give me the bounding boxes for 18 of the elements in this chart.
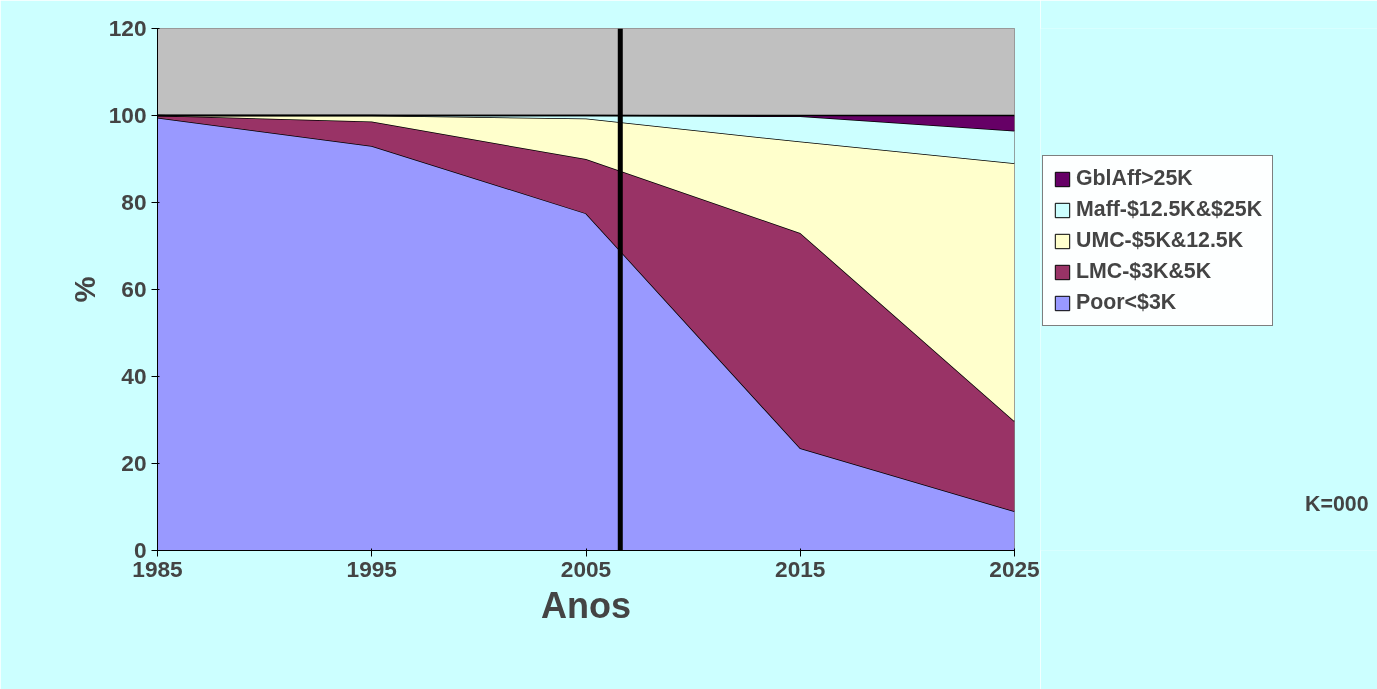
x-tick-label: 2025 <box>989 555 1040 582</box>
x-axis-title: Anos <box>541 584 631 626</box>
legend-label: GblAff>25K <box>1076 166 1193 191</box>
text: K=000 <box>1305 491 1369 516</box>
y-tick-label: 100 <box>108 102 147 128</box>
x-tick-label: 1995 <box>346 555 397 582</box>
legend-label: LMC-$3K&5K <box>1076 259 1212 284</box>
y-axis-title: % <box>67 276 101 303</box>
x-tick-label: 2005 <box>560 555 612 582</box>
y-tick-label: 20 <box>121 450 147 476</box>
y-tick-label: 120 <box>108 15 147 41</box>
y-tick-label: 80 <box>121 189 147 215</box>
y-tick-label: 60 <box>121 276 147 302</box>
legend-label: Maff-$12.5K&$25K <box>1076 197 1263 222</box>
x-tick-label: 2015 <box>775 555 826 582</box>
legend-label: Poor<$3K <box>1076 290 1177 315</box>
y-tick-label: 40 <box>121 363 147 389</box>
legend-label: UMC-$5K&12.5K <box>1076 228 1244 253</box>
